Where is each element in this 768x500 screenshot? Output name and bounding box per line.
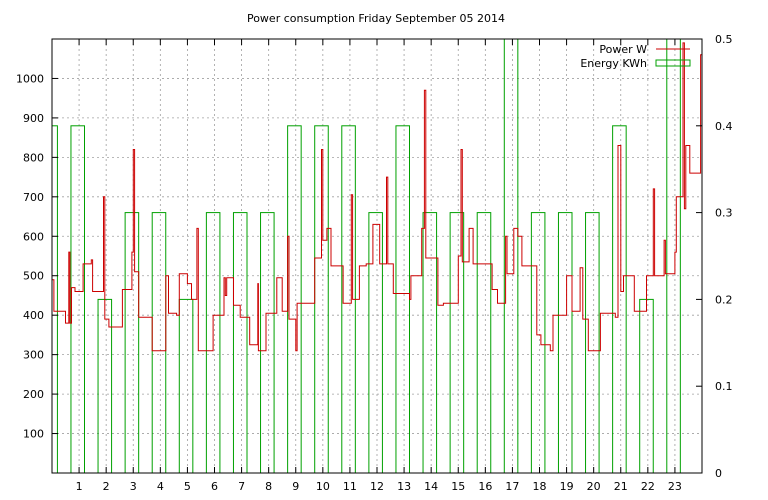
power-series: [52, 42, 703, 352]
x-tick-label: 4: [157, 480, 164, 493]
energy-bar: [287, 125, 302, 474]
y-tick-label: 1000: [16, 72, 44, 85]
legend-label-power: Power W: [599, 43, 647, 56]
energy-bar: [503, 38, 519, 474]
energy-bar: [97, 298, 113, 474]
power-line: [52, 42, 703, 352]
energy-bar: [395, 125, 411, 474]
chart-title: Power consumption Friday September 05 20…: [247, 12, 505, 25]
x-tick-label: 14: [424, 480, 438, 493]
energy-bar: [612, 125, 627, 474]
x-tick-label: 10: [316, 480, 330, 493]
y-tick-label: 700: [23, 191, 44, 204]
x-tick-label: 19: [560, 480, 574, 493]
x-tick-label: 12: [370, 480, 384, 493]
x-tick-label: 16: [478, 480, 492, 493]
x-tick-label: 5: [184, 480, 191, 493]
x-tick-label: 8: [265, 480, 272, 493]
x-tick-label: 21: [614, 480, 628, 493]
x-tick-label: 9: [292, 480, 299, 493]
y-tick-label: 600: [23, 230, 44, 243]
energy-bar: [51, 125, 58, 474]
y-tick-label: 400: [23, 309, 44, 322]
energy-bar: [70, 125, 86, 474]
x-tick-label: 11: [343, 480, 357, 493]
x-tick-label: 1: [76, 480, 83, 493]
y2-tick-label: 0.5: [715, 33, 733, 46]
x-tick-label: 3: [130, 480, 137, 493]
axis-ticks: 1 2 3 4 5 6 7 8 9 10 11 12 13 14 15 16 17 18 19 20 21 22 23100…: [16, 33, 733, 493]
x-tick-label: 7: [238, 480, 245, 493]
energy-series: [51, 38, 681, 474]
x-tick-label: 23: [668, 480, 682, 493]
y2-tick-label: 0.3: [715, 207, 733, 220]
x-tick-label: 6: [211, 480, 218, 493]
x-tick-label: 13: [397, 480, 411, 493]
y2-tick-label: 0.1: [715, 380, 733, 393]
y-tick-label: 500: [23, 270, 44, 283]
x-tick-label: 15: [451, 480, 465, 493]
x-tick-label: 22: [641, 480, 655, 493]
y-tick-label: 300: [23, 349, 44, 362]
x-tick-label: 17: [505, 480, 519, 493]
energy-bar: [232, 212, 248, 474]
energy-bar: [557, 212, 573, 474]
y-tick-label: 800: [23, 151, 44, 164]
energy-bar: [639, 298, 654, 474]
energy-bar: [422, 212, 438, 474]
y-tick-label: 100: [23, 428, 44, 441]
y-tick-label: 200: [23, 388, 44, 401]
x-tick-label: 2: [103, 480, 110, 493]
legend-swatch-energy: [655, 59, 691, 67]
legend-label-energy: Energy KWh: [580, 57, 647, 70]
y2-tick-label: 0: [715, 467, 722, 480]
grid-lines: [52, 39, 702, 473]
energy-bar: [368, 212, 383, 474]
energy-bar: [178, 298, 194, 474]
x-tick-label: 18: [533, 480, 547, 493]
y2-tick-label: 0.4: [715, 120, 733, 133]
energy-bar: [666, 38, 681, 474]
y-tick-label: 900: [23, 112, 44, 125]
x-tick-label: 20: [587, 480, 601, 493]
y2-tick-label: 0.2: [715, 293, 733, 306]
